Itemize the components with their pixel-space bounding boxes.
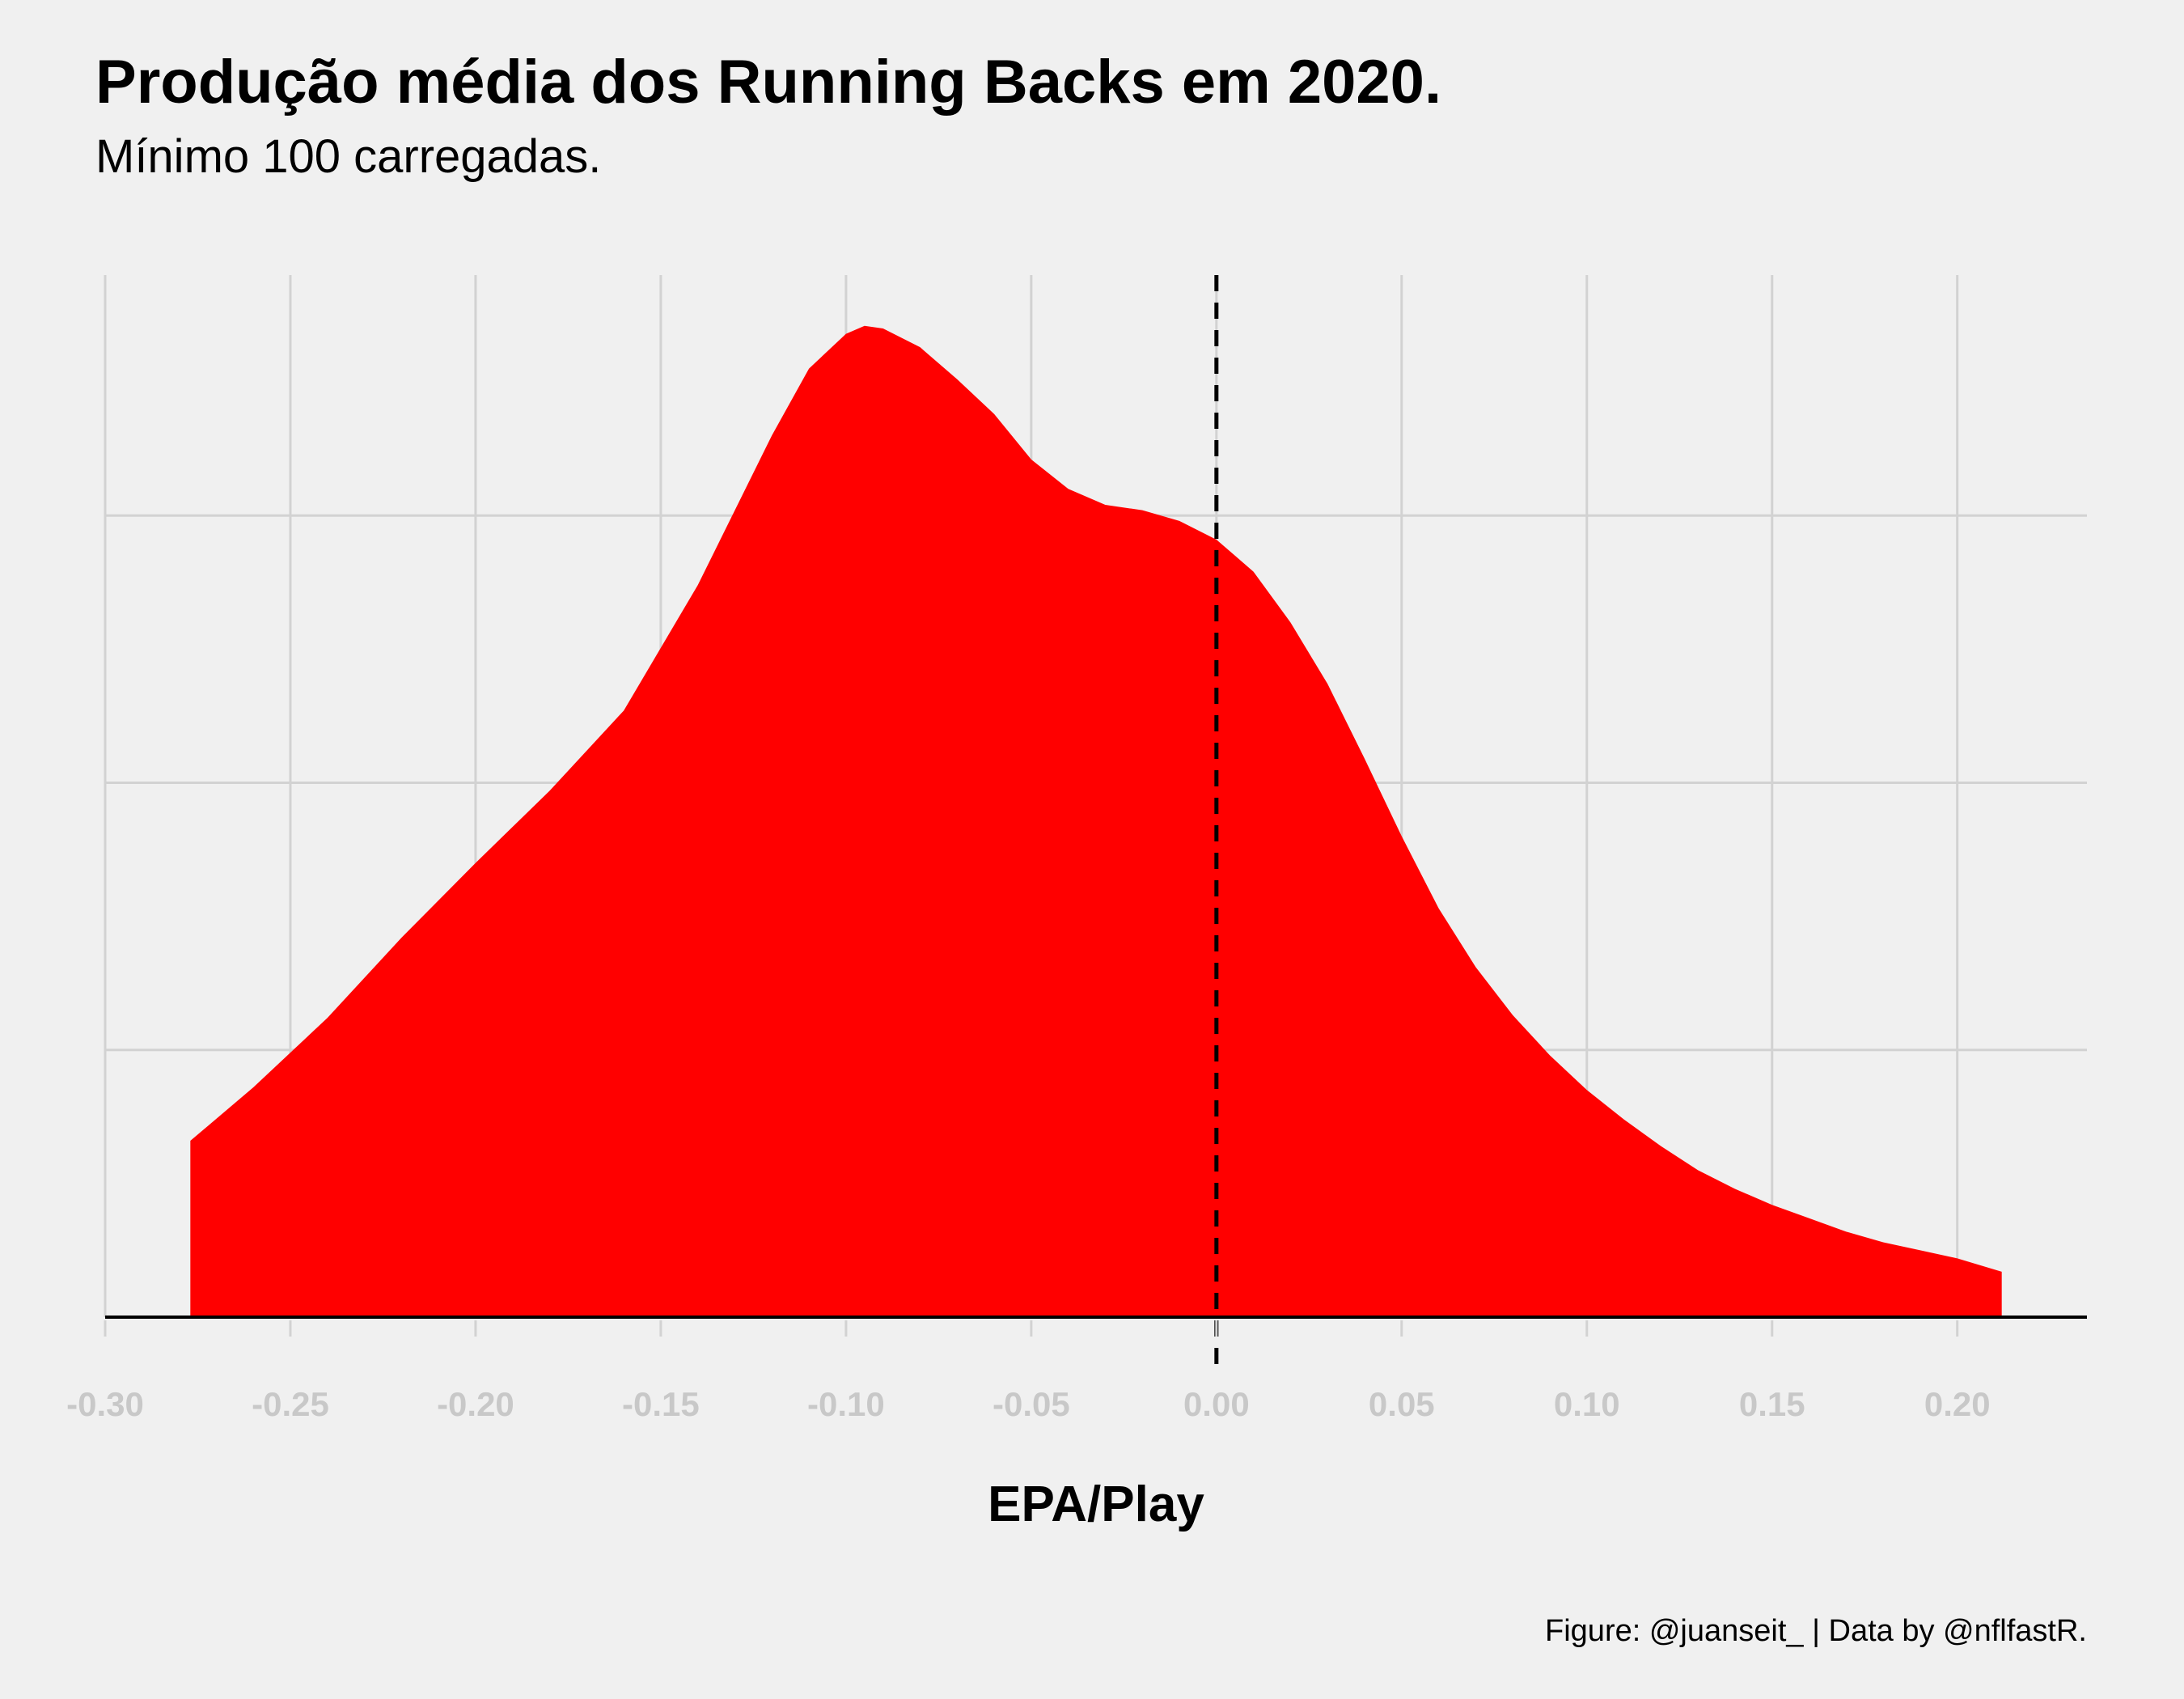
x-tick-label-2: -0.20 [437,1385,514,1423]
chart-title: Produção média dos Running Backs em 2020… [95,48,1442,117]
x-tick-label-7: 0.05 [1369,1385,1435,1423]
x-tick-label-3: -0.15 [622,1385,700,1423]
x-tick-label-4: -0.10 [807,1385,885,1423]
chart-caption: Figure: @juanseit_ | Data by @nflfastR. [1545,1614,2087,1648]
x-axis-label: EPA/Play [988,1477,1204,1532]
x-tick-label-8: 0.10 [1554,1385,1620,1423]
chart-subtitle: Mínimo 100 carregadas. [95,130,602,183]
x-tick-label-10: 0.20 [1924,1385,1991,1423]
x-tick-label-1: -0.25 [252,1385,329,1423]
x-tick-label-0: -0.30 [66,1385,144,1423]
density-area [190,325,2002,1317]
x-tick-label-6: 0.00 [1183,1385,1250,1423]
x-axis-ticks [104,1320,1959,1337]
x-axis-tick-labels: -0.30 -0.25 -0.20 -0.15 -0.10 -0.05 0.00 0.05 0.… [66,1385,1990,1423]
x-tick-label-9: 0.15 [1739,1385,1805,1423]
x-tick-label-5: -0.05 [993,1385,1070,1423]
